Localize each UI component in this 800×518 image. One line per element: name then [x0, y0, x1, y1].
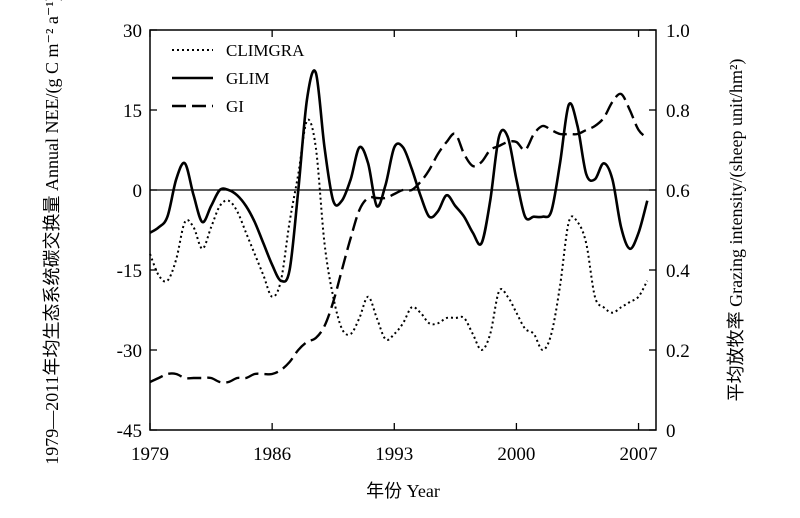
- y-axis-left-title: 1979—2011年均生态系统碳交换量 Annual NEE/(g C m⁻² …: [42, 0, 63, 465]
- y-right-tick-label: 1.0: [666, 21, 690, 42]
- legend: CLIMGRA GLIM GI: [172, 41, 305, 116]
- y-left-tick-label: -45: [117, 421, 142, 442]
- y-right-tick-label: 0: [666, 421, 676, 442]
- legend-label-gi: GI: [226, 97, 244, 116]
- y-right-tick-label: 0.8: [666, 101, 690, 122]
- y-left-tick-label: 30: [123, 21, 142, 42]
- series-line-gi: [149, 92, 649, 384]
- legend-label-glim: GLIM: [226, 69, 269, 88]
- y-axis-right-title: 平均放牧率 Grazing intensity/(sheep unit/hm²): [726, 59, 747, 402]
- y-right-tick-label: 0.2: [666, 341, 690, 362]
- x-axis-title: 年份 Year: [366, 481, 440, 501]
- x-tick-label: 2000: [497, 444, 535, 465]
- y-right-tick-label: 0.6: [666, 181, 690, 202]
- y-right-tick-label: 0.4: [666, 261, 690, 282]
- y-left-tick-label: -15: [117, 261, 142, 282]
- plot-frame: [149, 29, 657, 431]
- y-left-tick-label: -30: [117, 341, 142, 362]
- legend-label-climgra: CLIMGRA: [226, 41, 305, 60]
- series-lines: [149, 69, 649, 384]
- series-line-climgra: [149, 118, 649, 351]
- x-tick-label: 1986: [253, 444, 291, 465]
- x-tick-label: 1993: [375, 444, 413, 465]
- series-line-glim: [149, 69, 649, 283]
- y-left-tick-label: 0: [133, 181, 143, 202]
- y-left-tick-label: 15: [123, 101, 142, 122]
- x-tick-label: 2007: [620, 444, 658, 465]
- x-tick-label: 1979: [131, 444, 169, 465]
- axis-ticks: 1979 1986 1993 2000 2007 30 15 0 -15 -30 -45 1.0 0.8…: [117, 21, 691, 465]
